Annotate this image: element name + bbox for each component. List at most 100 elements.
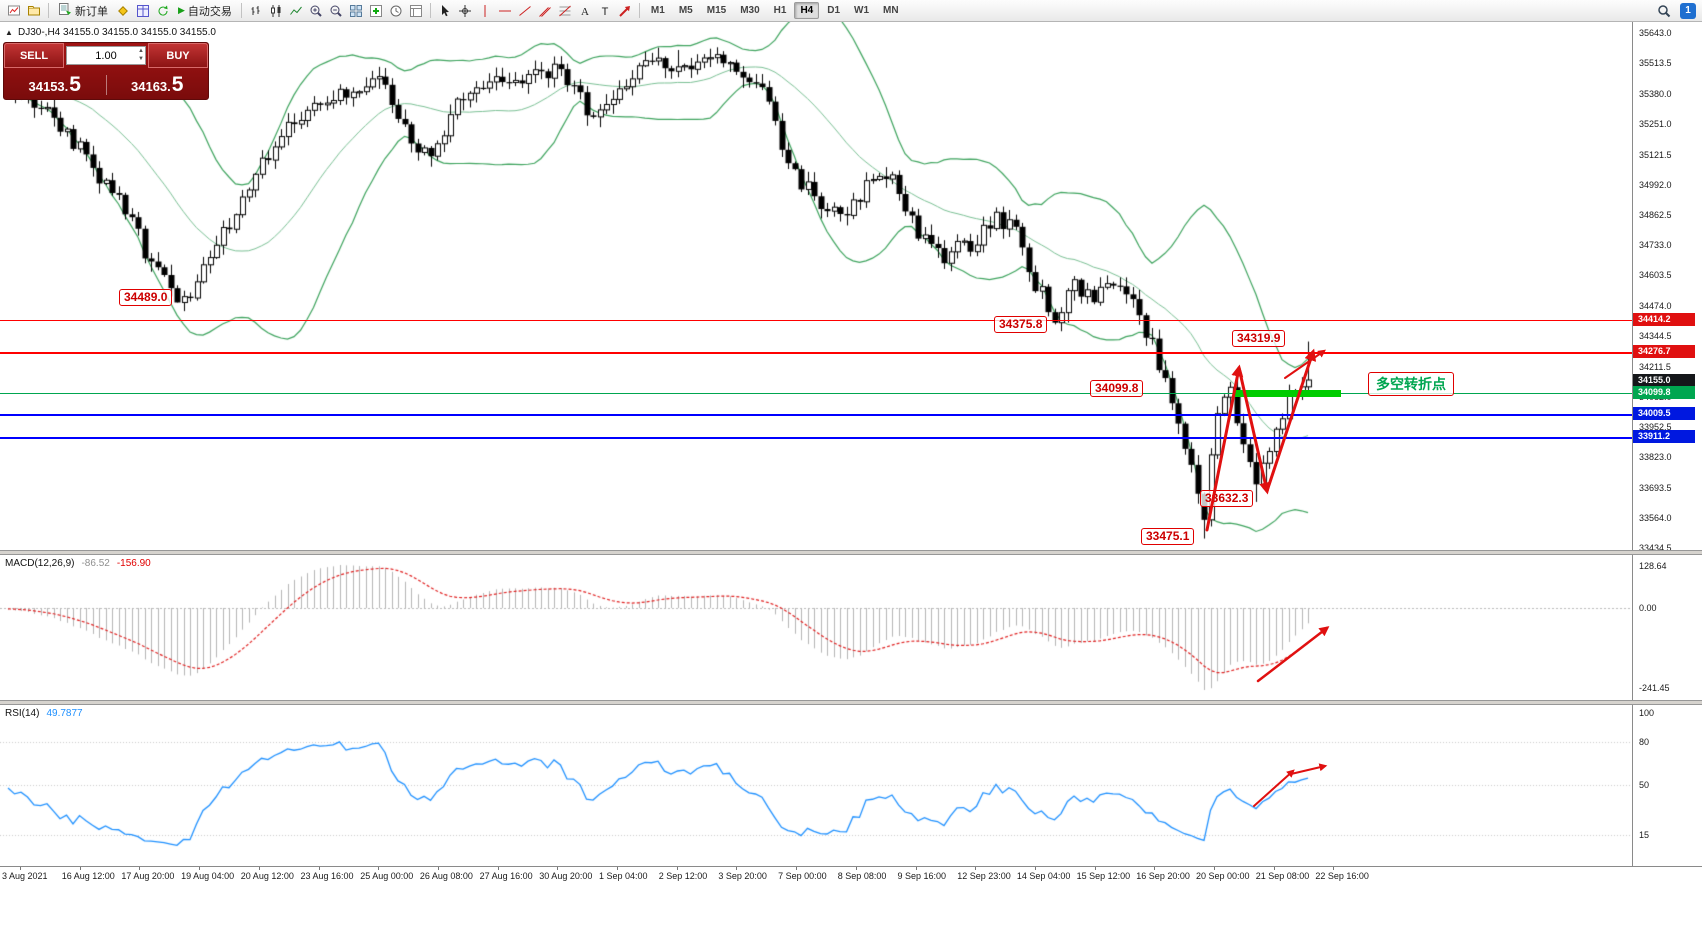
panel-separator[interactable]	[0, 550, 1702, 555]
time-axis-tick	[497, 867, 499, 870]
new-chart-icon[interactable]	[4, 2, 24, 20]
indicators-icon[interactable]	[366, 2, 386, 20]
volume-input[interactable]: 1.00 ▲ ▼	[66, 46, 146, 65]
time-axis-label: 3 Aug 2021	[2, 871, 48, 881]
price-tag: 34414.2	[1633, 313, 1695, 327]
time-axis-tick	[676, 867, 678, 870]
horizontal-line[interactable]	[0, 414, 1632, 416]
cursor-icon[interactable]	[435, 2, 455, 20]
time-axis-label: 21 Sep 08:00	[1255, 871, 1310, 881]
price-callout[interactable]: 34489.0	[119, 289, 173, 306]
price-callout[interactable]: 33475.1	[1141, 528, 1195, 545]
timeframe-toolbar: M1 M5 M15 M30 H1 H4 D1 W1 MN	[644, 2, 906, 19]
text-icon[interactable]: A	[575, 2, 595, 20]
refresh-icon[interactable]	[153, 2, 173, 20]
timeframe-m30[interactable]: M30	[740, 5, 760, 16]
price-axis-tick: 35513.5	[1639, 58, 1672, 69]
toolbar-separator	[429, 3, 431, 18]
periods-icon[interactable]	[386, 2, 406, 20]
candlestick-canvas[interactable]	[0, 22, 1632, 550]
pivot-note-label[interactable]: 多空转折点	[1368, 372, 1454, 396]
horizontal-line[interactable]	[0, 320, 1632, 321]
step-down-icon[interactable]: ▼	[138, 56, 144, 62]
trendline-icon[interactable]	[515, 2, 535, 20]
fibonacci-icon[interactable]	[555, 2, 575, 20]
time-axis-label: 16 Aug 12:00	[61, 871, 115, 881]
timeframe-m5[interactable]: M5	[678, 5, 693, 16]
text-label-icon[interactable]: T	[595, 2, 615, 20]
candlesticks-icon[interactable]	[266, 2, 286, 20]
horizontal-line[interactable]	[0, 352, 1632, 354]
crosshair-icon[interactable]	[455, 2, 475, 20]
timeframe-m1[interactable]: M1	[650, 5, 665, 16]
zoom-out-icon[interactable]	[326, 2, 346, 20]
price-tag: 34009.5	[1633, 407, 1695, 421]
time-axis-label: 19 Aug 04:00	[181, 871, 235, 881]
new-order-button[interactable]: 新订单	[53, 2, 113, 20]
price-callout[interactable]: 33632.3	[1200, 490, 1254, 507]
time-axis-tick	[258, 867, 260, 870]
price-callout[interactable]: 34375.8	[994, 316, 1048, 333]
timeframe-d1[interactable]: D1	[827, 5, 841, 16]
horizontal-line[interactable]	[0, 437, 1632, 439]
toolbar-separator	[48, 3, 49, 18]
timeframe-h1[interactable]: H1	[773, 5, 787, 16]
horizontal-line-icon[interactable]	[495, 2, 515, 20]
price-axis-tick: 34474.0	[1639, 300, 1672, 311]
autotrade-button[interactable]: ▶ 自动交易	[173, 2, 237, 20]
price-tag: 33911.2	[1633, 430, 1695, 444]
buy-button[interactable]: BUY	[148, 43, 208, 68]
time-axis-label: 3 Sep 20:00	[718, 871, 767, 881]
price-chart-panel[interactable]: ▲ DJ30-,H4 34155.0 34155.0 34155.0 34155…	[0, 22, 1702, 553]
timeframe-m15[interactable]: M15	[706, 5, 727, 16]
time-axis-tick	[1273, 867, 1275, 870]
notification-badge[interactable]: 1	[1680, 2, 1696, 19]
price-axis-tick: 35251.0	[1639, 119, 1672, 130]
timeframe-w1[interactable]: W1	[854, 5, 870, 16]
volume-stepper[interactable]: ▲ ▼	[138, 47, 144, 63]
data-window-icon[interactable]	[133, 2, 153, 20]
sell-button[interactable]: SELL	[4, 43, 64, 68]
toolbar-separator	[240, 3, 242, 18]
tile-windows-icon[interactable]	[346, 2, 366, 20]
price-axis-tick: 33693.5	[1639, 482, 1672, 493]
price-tag: 34155.0	[1633, 373, 1695, 387]
new-order-icon	[58, 2, 72, 19]
time-axis-label: 26 Aug 08:00	[419, 871, 473, 881]
price-callout[interactable]: 34319.9	[1232, 330, 1286, 347]
time-axis-label: 14 Sep 04:00	[1016, 871, 1071, 881]
zoom-in-icon[interactable]	[306, 2, 326, 20]
one-click-toggle-icon[interactable]: ▲	[5, 28, 13, 37]
time-axis-label: 23 Aug 16:00	[300, 871, 354, 881]
time-axis-tick	[1214, 867, 1215, 870]
highlight-bar[interactable]	[1235, 390, 1341, 397]
time-axis-tick	[796, 867, 798, 870]
price-axis-tick: 35643.0	[1639, 28, 1672, 38]
price-callout[interactable]: 34099.8	[1090, 380, 1144, 397]
profiles-icon[interactable]	[24, 2, 44, 20]
vertical-line-icon[interactable]	[475, 2, 495, 20]
macd-panel[interactable]: MACD(12,26,9) -86.52 -156.90 128.64 0.00 -…	[0, 555, 1702, 700]
bar-chart-icon[interactable]	[246, 2, 266, 20]
channel-icon[interactable]	[535, 2, 555, 20]
rsi-panel[interactable]: RSI(14) 49.7877 100 80 50 15	[0, 705, 1702, 866]
price-axis-border	[1632, 22, 1633, 866]
trade-toolbar-group	[113, 2, 173, 20]
timeframe-h4[interactable]: H4	[794, 2, 820, 19]
templates-icon[interactable]	[406, 2, 426, 20]
expert-advisors-icon[interactable]	[113, 2, 133, 20]
one-click-trading-widget: SELL 1.00 ▲ ▼ BUY 34153.5 34163.5	[3, 42, 209, 100]
horizontal-line[interactable]	[0, 393, 1632, 394]
rsi-canvas	[0, 705, 1632, 866]
panel-separator[interactable]	[0, 700, 1702, 705]
time-axis-label: 16 Sep 20:00	[1136, 871, 1190, 881]
price-axis-tick: 33952.5	[1639, 422, 1672, 433]
arrows-tool-icon[interactable]	[615, 2, 635, 20]
line-chart-icon[interactable]	[286, 2, 306, 20]
search-icon[interactable]	[1654, 2, 1674, 20]
step-up-icon[interactable]: ▲	[138, 48, 144, 54]
volume-value: 1.00	[95, 49, 117, 62]
timeframe-mn[interactable]: MN	[883, 5, 899, 16]
time-axis[interactable]: 3 Aug 2021 16 Aug 12:00 17 Aug 20:00 19 Aug…	[0, 866, 1702, 887]
